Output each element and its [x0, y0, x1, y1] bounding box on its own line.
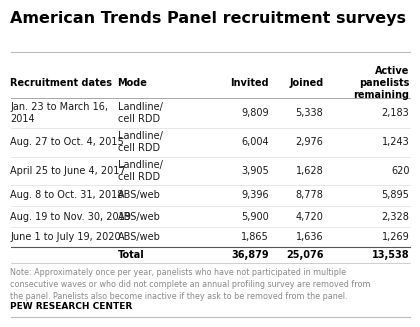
Text: 1,269: 1,269 — [382, 232, 410, 242]
Text: ABS/web: ABS/web — [118, 212, 160, 222]
Text: 1,636: 1,636 — [296, 232, 323, 242]
Text: 9,809: 9,809 — [241, 108, 269, 118]
Text: Aug. 8 to Oct. 31, 2018: Aug. 8 to Oct. 31, 2018 — [10, 190, 124, 200]
Text: Note: Approximately once per year, panelists who have not participated in multip: Note: Approximately once per year, panel… — [10, 268, 371, 301]
Text: Landline/
cell RDD: Landline/ cell RDD — [118, 131, 163, 153]
Text: 5,895: 5,895 — [382, 190, 410, 200]
Text: Joined: Joined — [289, 77, 323, 88]
Text: 9,396: 9,396 — [241, 190, 269, 200]
Text: Jan. 23 to March 16,
2014: Jan. 23 to March 16, 2014 — [10, 102, 108, 124]
Text: 6,004: 6,004 — [241, 137, 269, 147]
Text: Aug. 19 to Nov. 30, 2019: Aug. 19 to Nov. 30, 2019 — [10, 212, 131, 222]
Text: 2,183: 2,183 — [382, 108, 410, 118]
Text: 2,328: 2,328 — [382, 212, 410, 222]
Text: Active
panelists
remaining: Active panelists remaining — [354, 66, 410, 99]
Text: 1,243: 1,243 — [382, 137, 410, 147]
Text: 3,905: 3,905 — [241, 166, 269, 176]
Text: Aug. 27 to Oct. 4, 2015: Aug. 27 to Oct. 4, 2015 — [10, 137, 124, 147]
Text: 620: 620 — [391, 166, 410, 176]
Text: 2,976: 2,976 — [296, 137, 323, 147]
Text: 1,628: 1,628 — [296, 166, 323, 176]
Text: 5,338: 5,338 — [296, 108, 323, 118]
Text: 13,538: 13,538 — [372, 250, 410, 260]
Text: 36,879: 36,879 — [231, 250, 269, 260]
Text: Landline/
cell RDD: Landline/ cell RDD — [118, 160, 163, 182]
Text: 25,076: 25,076 — [286, 250, 323, 260]
Text: ABS/web: ABS/web — [118, 190, 160, 200]
Text: ABS/web: ABS/web — [118, 232, 160, 242]
Text: 8,778: 8,778 — [296, 190, 323, 200]
Text: Total: Total — [118, 250, 144, 260]
Text: Landline/
cell RDD: Landline/ cell RDD — [118, 102, 163, 124]
Text: 1,865: 1,865 — [241, 232, 269, 242]
Text: April 25 to June 4, 2017: April 25 to June 4, 2017 — [10, 166, 126, 176]
Text: Invited: Invited — [230, 77, 269, 88]
Text: PEW RESEARCH CENTER: PEW RESEARCH CENTER — [10, 302, 133, 312]
Text: June 1 to July 19, 2020: June 1 to July 19, 2020 — [10, 232, 121, 242]
Text: 5,900: 5,900 — [241, 212, 269, 222]
Text: American Trends Panel recruitment surveys: American Trends Panel recruitment survey… — [10, 11, 407, 26]
Text: 4,720: 4,720 — [296, 212, 323, 222]
Text: Recruitment dates: Recruitment dates — [10, 77, 113, 88]
Text: Mode: Mode — [118, 77, 147, 88]
